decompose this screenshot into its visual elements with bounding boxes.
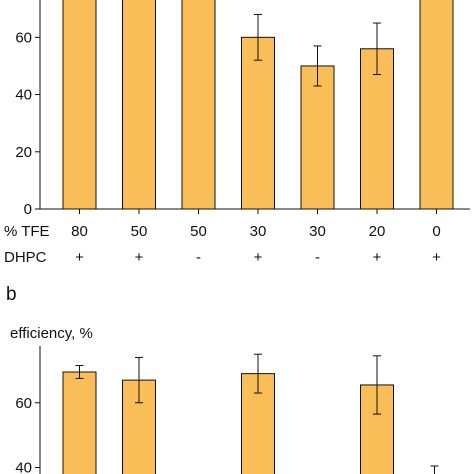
panel-a-error-bar bbox=[254, 13, 262, 61]
panel-b-bar bbox=[62, 371, 97, 474]
panel-a-dhpc-label: + bbox=[432, 249, 441, 266]
panel-b-y-axis-label: efficiency, % bbox=[10, 325, 93, 342]
panel-a-dhpc-label: - bbox=[196, 249, 201, 266]
panel-b-bar bbox=[122, 379, 156, 474]
panel-a-dhpc-label: + bbox=[75, 249, 84, 266]
panel-a-dhpc-label: + bbox=[254, 249, 263, 266]
panel-a-y-tick-label: 0 bbox=[24, 201, 32, 218]
panel-a-bar bbox=[62, 0, 97, 210]
panel-a-tfe-label: 30 bbox=[250, 223, 267, 240]
panel-b-y-ticks: 40 60 bbox=[15, 395, 40, 474]
panel-a-category-labels: 80 +50 +50 - 30 +30 - 20 +0 + bbox=[71, 223, 441, 266]
panel-a-bars bbox=[62, 0, 454, 210]
panel-a-tfe-label: 30 bbox=[309, 223, 326, 240]
panel-a-tfe-label: 50 bbox=[131, 223, 148, 240]
panel-a-tfe-label: 0 bbox=[432, 223, 440, 240]
panel-b-chart: efficiency, % 40 60 bbox=[10, 325, 439, 474]
panel-a-y-tick-label: 60 bbox=[15, 29, 32, 46]
panel-b-error-bar bbox=[75, 365, 84, 379]
panel-b-letter: b bbox=[6, 284, 17, 305]
panel-a-y-tick-label: 20 bbox=[15, 144, 32, 161]
panel-a-bar bbox=[419, 0, 454, 210]
panel-b-error-bar bbox=[254, 353, 262, 394]
panel-a-dhpc-label: + bbox=[135, 249, 144, 266]
panel-a-error-bar bbox=[373, 22, 381, 76]
panel-b-y-tick-label: 40 bbox=[15, 460, 32, 474]
panel-a-y-ticks: 0 20 40 60 bbox=[15, 29, 40, 218]
panel-a-tfe-label: 20 bbox=[369, 223, 386, 240]
panel-a-bar bbox=[122, 0, 156, 210]
panel-b-error-bar bbox=[135, 356, 143, 404]
panel-a-x-ticks bbox=[79, 209, 437, 214]
panel-a-bar bbox=[241, 36, 275, 210]
panel-b-partial-error-bar bbox=[430, 465, 439, 474]
panel-a-chart: 0 20 40 60 % TFE DHPC 80 +50 +50 - 30 +30 - 20 +0 + bbox=[4, 0, 470, 266]
panel-b-error-bar bbox=[373, 355, 381, 415]
panel-b-error-bars bbox=[75, 353, 439, 474]
panel-a-bar bbox=[181, 0, 216, 210]
panel-a-error-bars bbox=[254, 13, 381, 87]
panel-a-dhpc-label: - bbox=[315, 249, 320, 266]
panel-a-y-tick-label: 40 bbox=[15, 87, 32, 104]
panel-a-tfe-label: 50 bbox=[190, 223, 207, 240]
panel-a-bar bbox=[300, 65, 335, 210]
panel-a-tfe-label: 80 bbox=[71, 223, 88, 240]
row-label-tfe: % TFE bbox=[4, 223, 50, 240]
panel-b-bars bbox=[62, 371, 394, 474]
panel-a-dhpc-label: + bbox=[373, 249, 382, 266]
panel-a-error-bar bbox=[313, 45, 322, 87]
panel-b-y-tick-label: 60 bbox=[15, 395, 32, 412]
row-label-dhpc: DHPC bbox=[4, 249, 47, 266]
